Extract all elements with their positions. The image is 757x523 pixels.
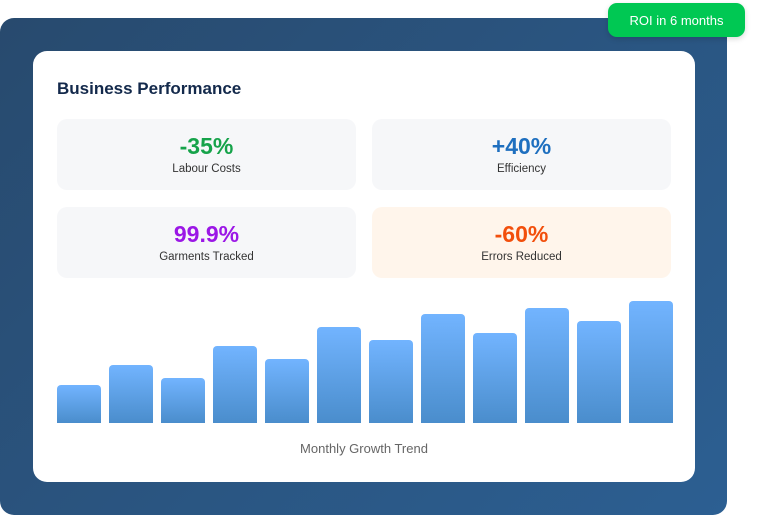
chart-bar bbox=[577, 320, 621, 423]
stat-efficiency: +40% Efficiency bbox=[372, 119, 671, 190]
chart-bar bbox=[317, 327, 361, 423]
stat-value: -35% bbox=[179, 133, 234, 159]
stat-value: 99.9% bbox=[173, 221, 240, 247]
stat-label: Efficiency bbox=[496, 163, 546, 175]
stat-label: Garments Tracked bbox=[159, 251, 254, 263]
stat-garments-tracked: 99.9% Garments Tracked bbox=[57, 207, 356, 278]
monthly-growth-chart bbox=[57, 295, 673, 423]
stat-value: -60% bbox=[494, 221, 549, 247]
chart-bar bbox=[369, 339, 413, 423]
chart-bar bbox=[421, 314, 465, 423]
chart-bar bbox=[57, 384, 101, 423]
chart-bar bbox=[161, 378, 205, 423]
stat-errors-reduced: -60% Errors Reduced bbox=[372, 207, 671, 278]
chart-caption: Monthly Growth Trend bbox=[300, 441, 428, 456]
stat-labour-costs: -35% Labour Costs bbox=[57, 119, 356, 190]
card-title: Business Performance bbox=[57, 79, 242, 98]
stat-label: Errors Reduced bbox=[481, 251, 562, 263]
chart-bar bbox=[525, 307, 569, 423]
chart-bar bbox=[473, 333, 517, 423]
chart-bar bbox=[629, 301, 673, 423]
stat-label: Labour Costs bbox=[172, 163, 241, 175]
roi-badge: ROI in 6 months bbox=[608, 3, 745, 37]
chart-bar bbox=[109, 365, 153, 423]
stat-value: +40% bbox=[491, 133, 552, 159]
chart-bar bbox=[265, 359, 309, 423]
business-performance-card: Business Performance -35% Labour Costs +4… bbox=[33, 51, 695, 482]
chart-bar bbox=[213, 346, 257, 423]
